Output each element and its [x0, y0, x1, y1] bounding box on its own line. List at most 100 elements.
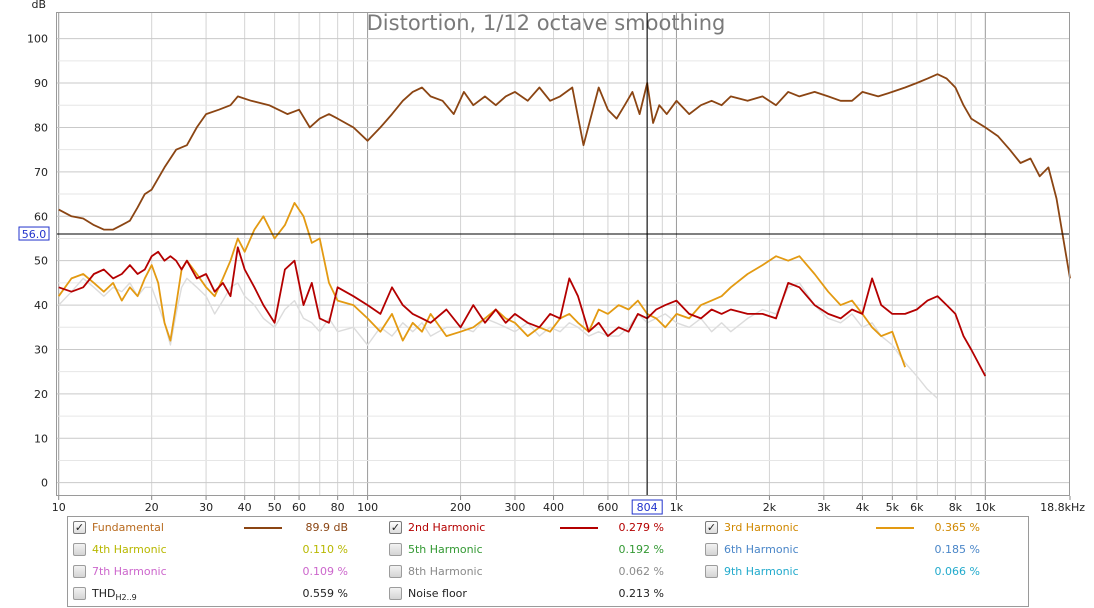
x-tick-label: 80	[331, 501, 345, 514]
legend-item[interactable]: 4th Harmonic 0.110 %	[68, 539, 384, 561]
x-tick-label: 200	[450, 501, 471, 514]
legend-checkbox[interactable]	[389, 543, 402, 556]
y-tick-label: 50	[34, 255, 48, 268]
chart-title: Distortion, 1/12 octave smoothing	[367, 11, 726, 35]
x-tick-label: 400	[543, 501, 564, 514]
legend-checkbox[interactable]: ✓	[705, 521, 718, 534]
legend-checkbox[interactable]	[705, 543, 718, 556]
legend-row: 4th Harmonic 0.110 % 5th Harmonic 0.192 % 6t…	[68, 539, 1028, 561]
y-tick-label: 40	[34, 299, 48, 312]
legend-item[interactable]: 5th Harmonic 0.192 %	[384, 539, 700, 561]
x-tick-label: 100	[357, 501, 378, 514]
series-2nd-harmonic	[58, 246, 987, 377]
y-tick-label: 70	[34, 166, 48, 179]
legend-item[interactable]: ✓ 2nd Harmonic 0.279 %	[384, 517, 700, 539]
legend-checkbox[interactable]: ✓	[73, 521, 86, 534]
x-tick-label: 18.8kHz	[1040, 501, 1085, 514]
legend-row: 7th Harmonic 0.109 % 8th Harmonic 0.062 % 9t…	[68, 561, 1028, 583]
y-axis-label: dB	[31, 0, 46, 11]
plot-background	[56, 12, 1070, 496]
legend-label: THDH2..9	[92, 587, 137, 602]
legend-label: 6th Harmonic	[724, 543, 799, 556]
series-fundamental	[58, 73, 1071, 279]
legend-label: 3rd Harmonic	[724, 521, 799, 534]
x-tick-label: 8k	[949, 501, 963, 514]
legend-row: ✓ Fundamental 89.9 dB ✓ 2nd Harmonic 0.279 % ✓…	[68, 517, 1028, 539]
legend-value: 0.109 %	[302, 565, 348, 578]
legend-checkbox[interactable]	[73, 543, 86, 556]
legend-checkbox[interactable]	[389, 587, 402, 600]
series-lines	[57, 73, 1071, 399]
legend-value: 0.062 %	[618, 565, 664, 578]
legend-item[interactable]: 9th Harmonic 0.066 %	[700, 561, 1016, 583]
legend-checkbox[interactable]	[73, 565, 86, 578]
y-tick-label: 90	[34, 77, 48, 90]
crosshair-cursor[interactable]: 56.0 804	[18, 12, 1070, 515]
legend-label: 9th Harmonic	[724, 565, 799, 578]
x-tick-label: 1k	[670, 501, 684, 514]
legend-label: 7th Harmonic	[92, 565, 167, 578]
y-tick-label: 80	[34, 121, 48, 134]
y-tick-label: 20	[34, 388, 48, 401]
series-3rd-harmonic	[57, 201, 906, 368]
legend-panel: ✓ Fundamental 89.9 dB ✓ 2nd Harmonic 0.279 % ✓…	[67, 516, 1029, 607]
legend-swatch	[876, 527, 914, 529]
legend-item[interactable]: Noise floor 0.213 %	[384, 583, 700, 605]
legend-checkbox[interactable]	[705, 565, 718, 578]
legend-label: 2nd Harmonic	[408, 521, 486, 534]
legend-item[interactable]: 7th Harmonic 0.109 %	[68, 561, 384, 583]
y-tick-labels: 0 10 20 30 40 50 60 70 80 90 100	[27, 33, 48, 490]
legend-checkbox[interactable]: ✓	[389, 521, 402, 534]
x-tick-labels: 10 20 30 40 50 60 80 100 200 300 400 600 1k 2k 3k 4k 5k 6…	[52, 496, 1085, 514]
legend-value: 0.066 %	[934, 565, 980, 578]
legend-label: 8th Harmonic	[408, 565, 483, 578]
cursor-y-readout-box	[18, 226, 50, 241]
y-tick-label: 30	[34, 343, 48, 356]
y-tick-label: 60	[34, 210, 48, 223]
legend-swatch	[244, 527, 282, 529]
legend-item[interactable]: THDH2..9 0.559 %	[68, 583, 384, 605]
y-tick-label: 100	[27, 33, 48, 46]
legend-label: 5th Harmonic	[408, 543, 483, 556]
legend-value: 0.559 %	[302, 587, 348, 600]
x-tick-label: 300	[504, 501, 525, 514]
cursor-x-readout-box	[631, 499, 663, 515]
legend-item[interactable]: ✓ 3rd Harmonic 0.365 %	[700, 517, 1016, 539]
legend-value: 0.279 %	[618, 521, 664, 534]
cursor-y-readout: 56.0	[22, 228, 47, 241]
legend-item[interactable]: ✓ Fundamental 89.9 dB	[68, 517, 384, 539]
legend-label: Noise floor	[408, 587, 467, 600]
legend-value: 0.365 %	[934, 521, 980, 534]
legend-label-subscript: H2..9	[115, 593, 137, 602]
y-tick-label: 0	[41, 477, 48, 490]
legend-swatch	[560, 527, 598, 529]
x-tick-label: 40	[238, 501, 252, 514]
legend-checkbox[interactable]	[73, 587, 86, 600]
legend-value: 0.185 %	[934, 543, 980, 556]
legend-value: 0.213 %	[618, 587, 664, 600]
x-tick-label: 10	[52, 501, 66, 514]
cursor-x-readout: 804	[637, 501, 658, 514]
legend-label: Fundamental	[92, 521, 164, 534]
x-tick-label: 3k	[817, 501, 831, 514]
x-tick-label: 4k	[856, 501, 870, 514]
x-tick-label: 600	[597, 501, 618, 514]
plot-frame	[56, 12, 1070, 496]
legend-label: 4th Harmonic	[92, 543, 167, 556]
distortion-chart[interactable]: Distortion, 1/12 octave smoothing dB 0 10…	[0, 0, 1094, 516]
x-tick-label: 5k	[886, 501, 900, 514]
x-tick-label: 60	[292, 501, 306, 514]
legend-item[interactable]: 6th Harmonic 0.185 %	[700, 539, 1016, 561]
legend-value: 89.9 dB	[305, 521, 348, 534]
legend-row: THDH2..9 0.559 % Noise floor 0.213 %	[68, 583, 1028, 605]
legend-value: 0.110 %	[302, 543, 348, 556]
legend-value: 0.192 %	[618, 543, 664, 556]
x-tick-label: 50	[268, 501, 282, 514]
x-tick-label: 10k	[975, 501, 996, 514]
x-tick-label: 20	[145, 501, 159, 514]
legend-item[interactable]: 8th Harmonic 0.062 %	[384, 561, 700, 583]
y-tick-label: 10	[34, 432, 48, 445]
x-tick-label: 6k	[910, 501, 924, 514]
legend-checkbox[interactable]	[389, 565, 402, 578]
x-tick-label: 30	[199, 501, 213, 514]
